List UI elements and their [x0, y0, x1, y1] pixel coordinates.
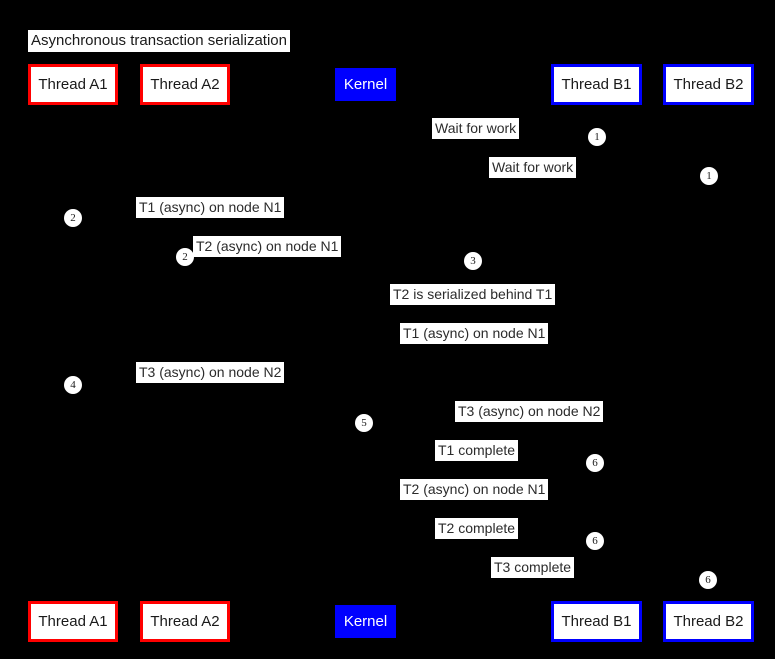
lifeline-header-thread-b2[interactable]: Thread B2 — [663, 64, 754, 105]
step-badge: 5 — [355, 414, 373, 432]
step-badge: 6 — [699, 571, 717, 589]
lifeline-stem-thread-a1 — [72, 105, 73, 601]
step-badge: 1 — [700, 167, 718, 185]
message-label: Wait for work — [489, 157, 577, 178]
lifeline-footer-thread-a2[interactable]: Thread A2 — [140, 601, 230, 642]
step-badge: 6 — [586, 454, 604, 472]
lifeline-label: Thread B2 — [673, 76, 744, 93]
lifeline-footer-thread-a1[interactable]: Thread A1 — [28, 601, 118, 642]
step-badge: 6 — [586, 532, 604, 550]
lifeline-label: Thread A1 — [38, 613, 108, 630]
message-label: T3 complete — [491, 557, 575, 578]
step-badge: 4 — [64, 376, 82, 394]
lifeline-stem-thread-a2 — [184, 105, 185, 601]
message-label: T2 complete — [435, 518, 519, 539]
message-label: Wait for work — [432, 118, 520, 139]
message-label: T1 (async) on node N1 — [400, 323, 549, 344]
lifeline-label: Thread A2 — [150, 613, 220, 630]
message-label: T2 (async) on node N1 — [400, 479, 549, 500]
lifeline-footer-thread-b1[interactable]: Thread B1 — [551, 601, 642, 642]
diagram-title: Asynchronous transaction serialization — [28, 30, 290, 52]
message-label: T2 (async) on node N1 — [193, 236, 342, 257]
lifeline-label: Thread A1 — [38, 76, 108, 93]
lifeline-label: Thread B1 — [561, 613, 632, 630]
lifeline-label: Thread B2 — [673, 613, 744, 630]
lifeline-label: Thread A2 — [150, 76, 220, 93]
step-badge: 2 — [176, 248, 194, 266]
message-label: T3 (async) on node N2 — [455, 401, 604, 422]
lifeline-stem-thread-b2 — [708, 105, 709, 601]
lifeline-footer-kernel[interactable]: Kernel — [335, 605, 396, 638]
message-label: T1 (async) on node N1 — [136, 197, 285, 218]
lifeline-stem-thread-b1 — [596, 105, 597, 601]
lifeline-header-kernel[interactable]: Kernel — [335, 68, 396, 101]
lifeline-label: Kernel — [343, 613, 388, 630]
lifeline-header-thread-a2[interactable]: Thread A2 — [140, 64, 230, 105]
step-badge: 3 — [464, 252, 482, 270]
step-badge: 2 — [64, 209, 82, 227]
lifeline-stem-kernel — [365, 101, 366, 605]
lifeline-header-thread-b1[interactable]: Thread B1 — [551, 64, 642, 105]
lifeline-footer-thread-b2[interactable]: Thread B2 — [663, 601, 754, 642]
lifeline-label: Thread B1 — [561, 76, 632, 93]
step-badge: 1 — [588, 128, 606, 146]
lifeline-label: Kernel — [343, 76, 388, 93]
message-label: T2 is serialized behind T1 — [390, 284, 556, 305]
message-label: T3 (async) on node N2 — [136, 362, 285, 383]
lifeline-header-thread-a1[interactable]: Thread A1 — [28, 64, 118, 105]
message-label: T1 complete — [435, 440, 519, 461]
